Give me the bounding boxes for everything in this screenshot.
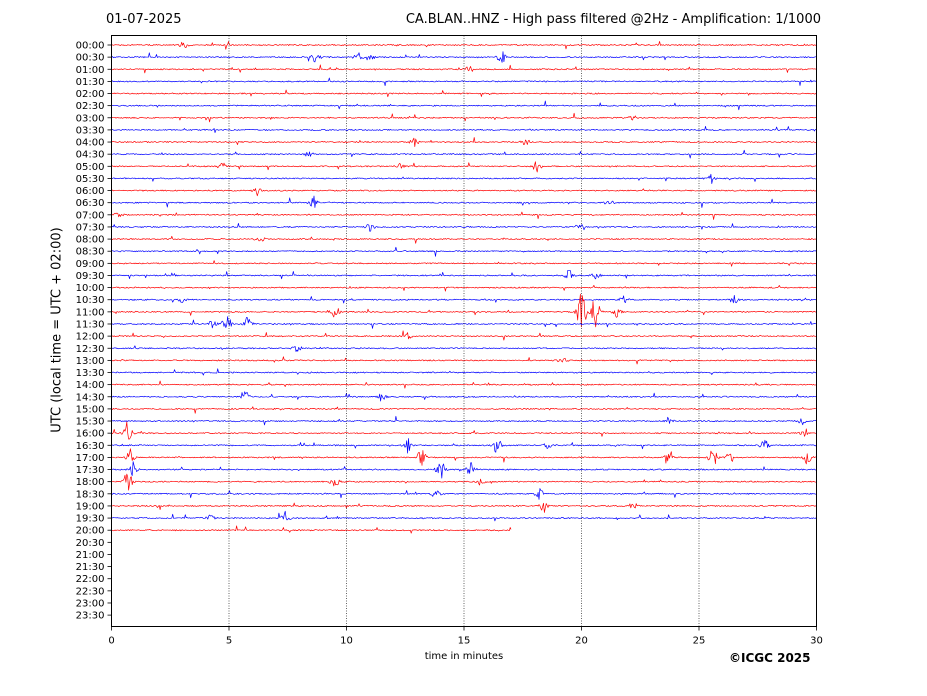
chart-title: CA.BLAN..HNZ - High pass filtered @2Hz -… xyxy=(405,12,821,27)
y-tick-label-20:30: 20:30 xyxy=(76,538,105,549)
trace-10:00 xyxy=(111,284,817,292)
trace-15:00 xyxy=(111,406,817,414)
trace-10:30 xyxy=(111,294,817,304)
y-tick-label-07:00: 07:00 xyxy=(76,210,105,221)
trace-17:00 xyxy=(111,448,817,466)
y-tick-label-07:30: 07:30 xyxy=(76,222,105,233)
y-tick-label-02:00: 02:00 xyxy=(76,89,105,100)
y-tick-label-20:00: 20:00 xyxy=(76,526,105,537)
y-tick-label-23:30: 23:30 xyxy=(76,611,105,622)
y-tick-label-04:00: 04:00 xyxy=(76,138,105,149)
y-tick-label-11:30: 11:30 xyxy=(76,319,105,330)
trace-08:00 xyxy=(111,235,817,244)
y-tick-label-17:00: 17:00 xyxy=(76,453,105,464)
x-axis-ticks: 0 5 10 15 20 25 30 xyxy=(108,626,823,647)
trace-18:00 xyxy=(111,473,817,491)
y-tick-label-09:30: 09:30 xyxy=(76,271,105,282)
y-tick-label-18:30: 18:30 xyxy=(76,489,105,500)
y-tick-label-19:30: 19:30 xyxy=(76,514,105,525)
y-tick-label-00:30: 00:30 xyxy=(76,53,105,64)
trace-06:00 xyxy=(111,188,817,197)
trace-00:30 xyxy=(111,51,817,63)
trace-20:00 xyxy=(111,525,512,534)
trace-07:30 xyxy=(111,223,817,232)
trace-14:00 xyxy=(111,380,817,389)
recording-date: 01-07-2025 xyxy=(106,12,182,27)
trace-07:00 xyxy=(111,211,817,220)
y-tick-label-08:30: 08:30 xyxy=(76,247,105,258)
copyright-notice: ©ICGC 2025 xyxy=(729,651,811,665)
trace-11:00 xyxy=(111,293,817,328)
y-tick-label-15:30: 15:30 xyxy=(76,417,105,428)
y-tick-label-06:00: 06:00 xyxy=(76,186,105,197)
trace-13:30 xyxy=(111,368,817,376)
y-tick-label-09:00: 09:00 xyxy=(76,259,105,270)
y-tick-label-03:30: 03:30 xyxy=(76,125,105,136)
y-tick-label-16:00: 16:00 xyxy=(76,429,105,440)
x-tick-label-15: 15 xyxy=(458,636,471,647)
x-tick-label-0: 0 xyxy=(108,636,114,647)
y-tick-label-10:00: 10:00 xyxy=(76,283,105,294)
y-tick-label-13:30: 13:30 xyxy=(76,368,105,379)
y-tick-label-10:30: 10:30 xyxy=(76,295,105,306)
trace-03:30 xyxy=(111,126,817,133)
x-tick-label-20: 20 xyxy=(575,636,588,647)
trace-17:30 xyxy=(111,461,817,479)
grid-lines xyxy=(228,35,700,627)
y-tick-label-12:30: 12:30 xyxy=(76,344,105,355)
trace-04:00 xyxy=(111,137,817,147)
y-tick-label-21:30: 21:30 xyxy=(76,562,105,573)
x-tick-label-25: 25 xyxy=(693,636,706,647)
y-axis-ticks: 00:0000:3001:0001:3002:0002:3003:0003:30… xyxy=(76,41,112,622)
y-tick-label-15:00: 15:00 xyxy=(76,404,105,415)
y-tick-label-17:30: 17:30 xyxy=(76,465,105,476)
x-tick-label-30: 30 xyxy=(810,636,823,647)
y-tick-label-03:00: 03:00 xyxy=(76,113,105,124)
y-tick-label-16:30: 16:30 xyxy=(76,441,105,452)
y-tick-label-18:00: 18:00 xyxy=(76,477,105,488)
trace-01:30 xyxy=(111,77,817,86)
y-tick-label-14:00: 14:00 xyxy=(76,380,105,391)
y-tick-label-12:00: 12:00 xyxy=(76,332,105,343)
y-tick-label-14:30: 14:30 xyxy=(76,392,105,403)
y-tick-label-22:00: 22:00 xyxy=(76,574,105,585)
x-tick-label-5: 5 xyxy=(226,636,232,647)
x-tick-label-10: 10 xyxy=(340,636,353,647)
y-tick-label-11:00: 11:00 xyxy=(76,307,105,318)
y-tick-label-19:00: 19:00 xyxy=(76,501,105,512)
y-tick-label-01:00: 01:00 xyxy=(76,65,105,76)
trace-13:00 xyxy=(111,356,817,365)
y-tick-label-05:00: 05:00 xyxy=(76,162,105,173)
x-axis-label: time in minutes xyxy=(424,651,504,662)
y-axis-label: UTC (local time = UTC + 02:00) xyxy=(49,227,65,433)
trace-04:30 xyxy=(111,149,817,159)
seismogram-traces xyxy=(111,41,817,534)
y-tick-label-13:00: 13:00 xyxy=(76,356,105,367)
y-tick-label-01:30: 01:30 xyxy=(76,77,105,88)
y-tick-label-00:00: 00:00 xyxy=(76,41,105,52)
trace-03:00 xyxy=(111,112,817,123)
y-tick-label-04:30: 04:30 xyxy=(76,150,105,161)
y-tick-label-08:00: 08:00 xyxy=(76,235,105,246)
y-tick-label-06:30: 06:30 xyxy=(76,198,105,209)
y-tick-label-21:00: 21:00 xyxy=(76,550,105,561)
y-tick-label-23:00: 23:00 xyxy=(76,598,105,609)
y-tick-label-22:30: 22:30 xyxy=(76,586,105,597)
y-tick-label-05:30: 05:30 xyxy=(76,174,105,185)
y-tick-label-02:30: 02:30 xyxy=(76,101,105,112)
trace-09:30 xyxy=(111,269,817,280)
